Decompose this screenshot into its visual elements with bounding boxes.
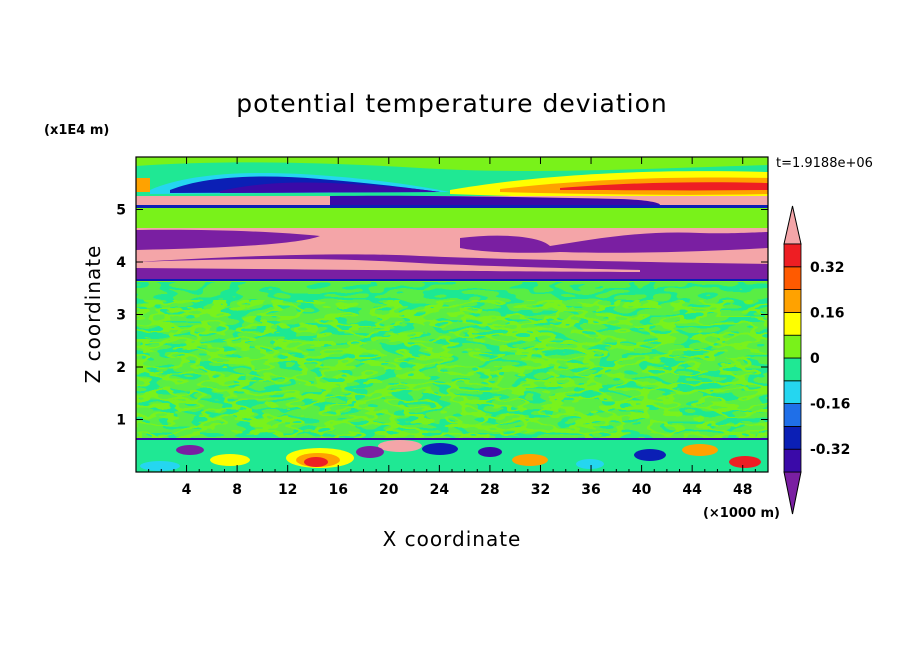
- band-upper-blue-line: [136, 205, 768, 208]
- x-tick-label: 32: [531, 482, 550, 498]
- x-tick-label: 36: [581, 482, 600, 498]
- x-axis-label: X coordinate: [383, 527, 522, 551]
- x-tick-label: 44: [682, 482, 702, 498]
- x-tick-label: 8: [232, 482, 242, 498]
- y-tick-label: 2: [116, 360, 126, 376]
- colorbar-box: [783, 289, 802, 313]
- colorbar-box: [783, 425, 802, 450]
- colorbar-box: [783, 266, 802, 290]
- x-tick-label: 4: [182, 482, 192, 498]
- band-mid-pink-strip: [136, 259, 640, 272]
- y-ticks: 1 2 3 4 5: [116, 203, 768, 429]
- y-axis-label: Z coordinate: [81, 245, 105, 384]
- band-mid-blue-line: [136, 279, 768, 281]
- colorbar-box: [783, 243, 802, 268]
- colorbar-extend-low: [783, 471, 802, 515]
- y-tick-label: 1: [116, 413, 126, 429]
- chart-title: potential temperature deviation: [236, 89, 667, 118]
- boundary-layer-cells: [140, 440, 761, 471]
- colorbar-label: 0.32: [810, 260, 845, 276]
- band-mid-purple-right: [460, 232, 768, 253]
- colorbar-box: [783, 403, 802, 427]
- x-tick-label: 40: [632, 482, 652, 498]
- colorbar-extend-high: [783, 205, 802, 245]
- band-top-left-orange: [136, 178, 150, 192]
- colorbar-label: 0.16: [810, 305, 845, 321]
- x-unit-label: (×1000 m): [703, 506, 780, 521]
- band-top-purple: [220, 182, 440, 193]
- y-tick-label: 4: [116, 255, 126, 271]
- band-top-red: [560, 182, 768, 191]
- x-tick-label: 24: [430, 482, 450, 498]
- colorbar-label: 0: [810, 351, 820, 367]
- colorbar: 0.32 0.16 0 -0.16 -0.32: [783, 205, 850, 515]
- colorbar-box: [783, 357, 802, 382]
- x-tick-label: 28: [480, 482, 499, 498]
- colorbar-box: [783, 448, 802, 473]
- colorbar-box: [783, 380, 802, 404]
- y-tick-label: 3: [116, 308, 126, 324]
- band-mid-purple-upper: [136, 229, 320, 250]
- x-tick-label: 12: [278, 482, 297, 498]
- x-tick-label: 20: [379, 482, 399, 498]
- colorbar-box: [783, 334, 802, 359]
- colorbar-label: -0.32: [810, 442, 850, 458]
- time-label: t=1.9188e+06: [776, 156, 873, 171]
- field-mottle-noise-2: [136, 300, 768, 440]
- colorbar-box: [783, 311, 802, 336]
- colorbar-label: -0.16: [810, 397, 850, 413]
- y-unit-label: (x1E4 m): [44, 123, 109, 138]
- x-tick-label: 16: [328, 482, 347, 498]
- plot-area: [136, 157, 768, 472]
- x-tick-label: 48: [733, 482, 752, 498]
- band-upper-purple-strip: [330, 195, 660, 205]
- y-tick-label: 5: [116, 203, 126, 219]
- boundary-layer-line: [136, 438, 768, 440]
- x-ticks: 4 8 12 16 20 24 28 32 36 40 44 48: [148, 157, 756, 498]
